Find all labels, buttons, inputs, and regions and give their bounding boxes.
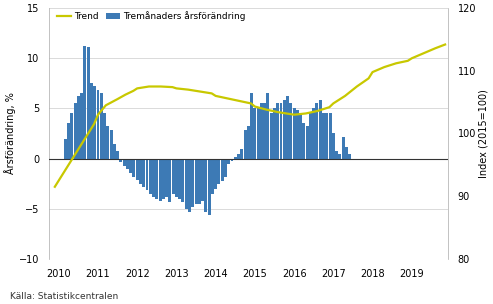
Bar (325, 113, 328, 159)
Bar (162, 159, 165, 199)
Y-axis label: Årsförändring, %: Årsförändring, % (4, 92, 16, 174)
Bar (247, 126, 250, 159)
Bar (145, 159, 148, 190)
Bar (289, 103, 292, 159)
Bar (335, 150, 338, 159)
Bar (208, 159, 211, 215)
Bar (280, 103, 282, 159)
Bar (266, 93, 269, 159)
Bar (87, 47, 90, 159)
Bar (227, 159, 230, 164)
Bar (188, 159, 191, 212)
Bar (309, 113, 312, 159)
Bar (191, 159, 194, 207)
Bar (175, 159, 178, 197)
Bar (348, 154, 351, 159)
Bar (240, 149, 243, 159)
Legend: Trend, Tremånaders årsförändring: Trend, Tremånaders årsförändring (53, 8, 249, 25)
Bar (332, 133, 335, 159)
Bar (149, 159, 152, 194)
Bar (90, 83, 93, 159)
Text: Källa: Statistikcentralen: Källa: Statistikcentralen (10, 292, 118, 301)
Bar (283, 100, 286, 159)
Bar (211, 159, 214, 194)
Bar (221, 159, 224, 181)
Bar (198, 159, 201, 204)
Bar (181, 159, 184, 202)
Bar (244, 130, 246, 159)
Bar (205, 159, 207, 212)
Bar (83, 46, 86, 159)
Bar (139, 159, 142, 184)
Bar (253, 109, 256, 159)
Bar (165, 159, 168, 197)
Bar (129, 159, 132, 173)
Bar (306, 126, 309, 159)
Bar (250, 93, 253, 159)
Bar (119, 159, 122, 161)
Bar (312, 109, 315, 159)
Bar (103, 113, 106, 159)
Bar (293, 109, 296, 159)
Bar (185, 159, 188, 209)
Bar (142, 159, 145, 187)
Bar (201, 159, 204, 201)
Bar (276, 103, 279, 159)
Bar (328, 113, 331, 159)
Bar (109, 130, 112, 159)
Bar (116, 150, 119, 159)
Bar (316, 103, 318, 159)
Y-axis label: Index (2015=100): Index (2015=100) (479, 89, 489, 178)
Bar (152, 159, 155, 197)
Bar (64, 139, 67, 159)
Bar (224, 159, 227, 177)
Bar (345, 147, 348, 159)
Bar (273, 109, 276, 159)
Bar (217, 159, 220, 184)
Bar (113, 143, 116, 159)
Bar (77, 96, 80, 159)
Bar (234, 157, 237, 159)
Bar (136, 159, 139, 180)
Bar (299, 113, 302, 159)
Bar (260, 103, 263, 159)
Bar (342, 136, 345, 159)
Bar (67, 123, 70, 159)
Bar (172, 159, 175, 194)
Bar (319, 100, 322, 159)
Bar (70, 113, 73, 159)
Bar (214, 159, 217, 189)
Bar (178, 159, 181, 199)
Bar (302, 123, 305, 159)
Bar (97, 90, 100, 159)
Bar (155, 159, 158, 199)
Bar (270, 113, 273, 159)
Bar (100, 93, 103, 159)
Bar (159, 159, 162, 201)
Bar (80, 93, 83, 159)
Bar (322, 113, 325, 159)
Bar (263, 103, 266, 159)
Bar (123, 159, 126, 166)
Bar (338, 154, 341, 159)
Bar (296, 110, 299, 159)
Bar (93, 86, 96, 159)
Bar (73, 103, 76, 159)
Bar (169, 159, 172, 202)
Bar (257, 109, 260, 159)
Bar (106, 126, 109, 159)
Bar (195, 159, 198, 204)
Bar (286, 96, 289, 159)
Bar (231, 159, 234, 161)
Bar (133, 159, 136, 177)
Bar (237, 154, 240, 159)
Bar (126, 159, 129, 169)
